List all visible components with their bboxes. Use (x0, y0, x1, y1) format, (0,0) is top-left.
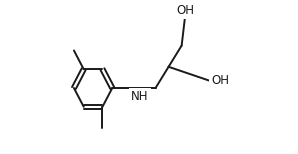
Text: NH: NH (131, 90, 149, 103)
Text: OH: OH (176, 4, 194, 16)
Text: OH: OH (211, 74, 229, 87)
